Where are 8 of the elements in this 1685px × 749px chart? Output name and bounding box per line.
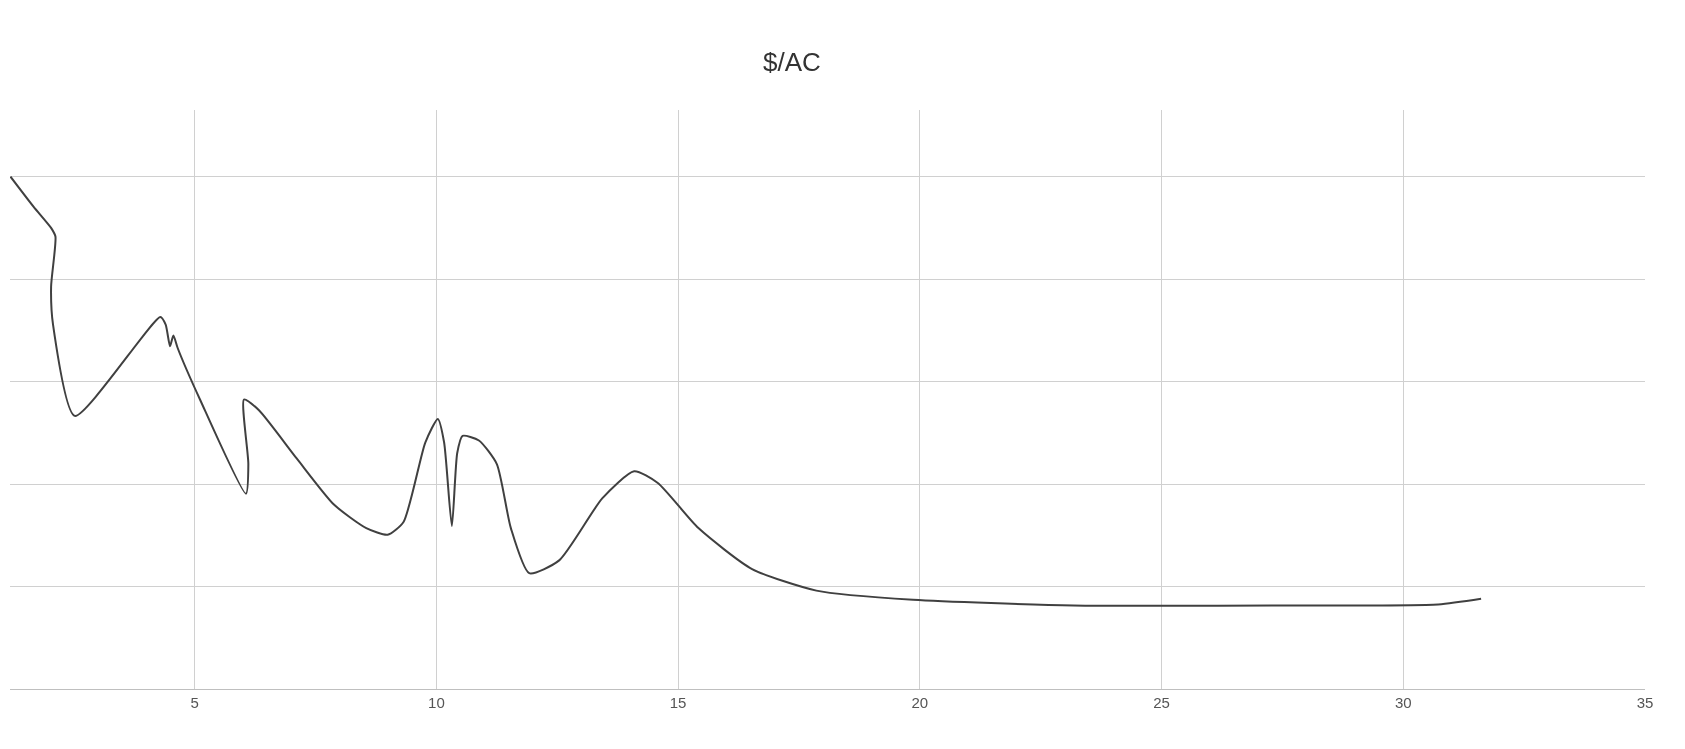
x-tick-label: 15 [669,694,687,711]
chart-title: $/AC [763,46,821,77]
x-tick-label: 5 [190,694,199,711]
x-tick-label: 30 [1394,694,1412,711]
x-tick-label: 25 [1153,694,1170,711]
x-tick-label: 10 [428,694,445,711]
x-tick-label: 20 [911,694,929,711]
x-tick-label: 35 [1636,694,1654,711]
